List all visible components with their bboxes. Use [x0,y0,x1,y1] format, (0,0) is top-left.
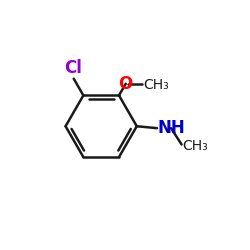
Text: NH: NH [158,119,186,137]
Text: O: O [118,75,133,93]
Text: CH₃: CH₃ [182,138,208,152]
Text: CH₃: CH₃ [144,78,169,92]
Text: Cl: Cl [64,59,82,77]
